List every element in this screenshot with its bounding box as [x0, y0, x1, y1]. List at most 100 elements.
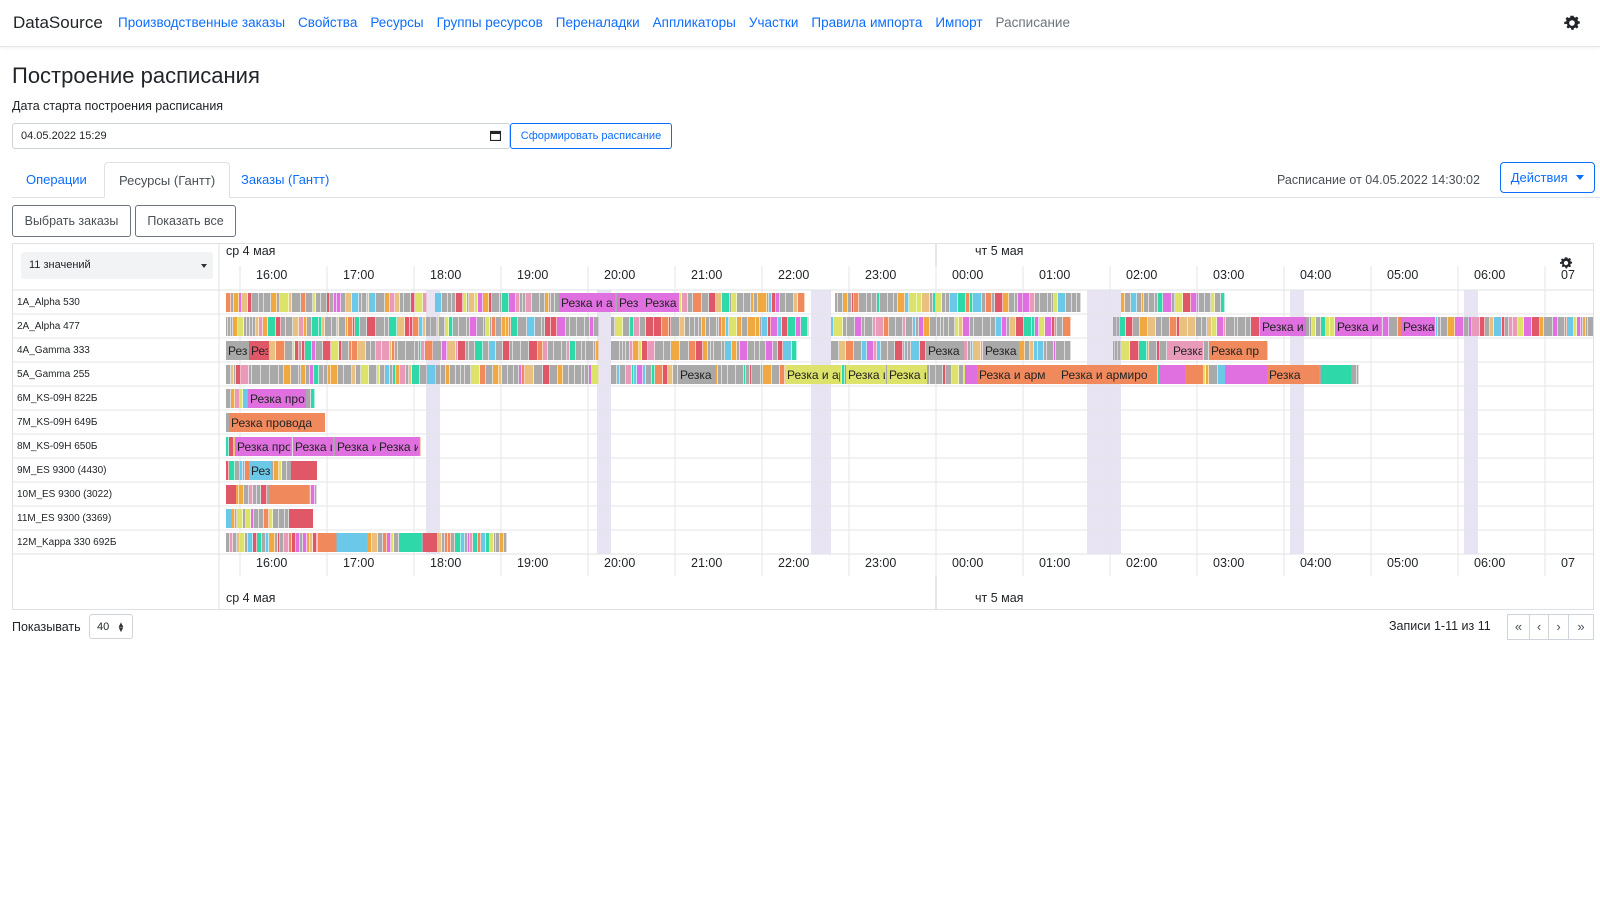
task-bar	[780, 365, 785, 384]
task-bar	[230, 533, 233, 552]
gear-icon[interactable]	[1563, 14, 1581, 32]
tab-resources-gantt[interactable]: Ресурсы (Гантт)	[104, 162, 231, 198]
task-bar	[567, 341, 570, 360]
task-bar	[690, 317, 695, 336]
task-bar	[842, 365, 845, 384]
generate-schedule-button[interactable]: Сформировать расписание	[510, 123, 672, 149]
nav-link-schedule[interactable]: Расписание	[995, 15, 1070, 30]
task-bar	[773, 341, 778, 360]
nav-link-orders[interactable]: Производственные заказы	[118, 15, 286, 30]
named-task-bar: Резка и	[887, 365, 927, 384]
select-orders-button[interactable]: Выбрать заказы	[12, 205, 131, 237]
task-bar	[236, 365, 241, 384]
nav-link-resources[interactable]: Ресурсы	[370, 15, 424, 30]
task-bar	[577, 317, 585, 336]
task-bar	[1577, 317, 1581, 336]
task-bar	[1509, 317, 1513, 336]
resource-row-label: 1A_Alpha 530	[17, 297, 80, 308]
task-bar	[788, 317, 796, 336]
resource-filter-select[interactable]: 11 значений	[21, 252, 213, 279]
hour-label-top: 16:00	[256, 268, 288, 282]
gantt-area: 11 значений ср 4 мая чт 5 мая ср 4 мая ч…	[13, 244, 1593, 609]
calendar-icon[interactable]	[490, 130, 501, 141]
pager-next-button[interactable]: ›	[1548, 614, 1569, 640]
task-bar	[763, 365, 772, 384]
task-bar	[284, 365, 291, 384]
tab-operations[interactable]: Операции	[26, 172, 87, 187]
task-bar	[392, 341, 395, 360]
task-bar	[867, 341, 874, 360]
task-bar	[261, 485, 267, 504]
task-bar	[278, 533, 280, 552]
pager-first-button[interactable]: «	[1507, 614, 1530, 640]
task-label: Резка и арм	[979, 368, 1046, 382]
nav-link-resource-groups[interactable]: Группы ресурсов	[436, 15, 543, 30]
task-bar	[449, 317, 453, 336]
task-bar	[246, 509, 251, 528]
brand[interactable]: DataSource	[13, 13, 103, 32]
task-bar	[751, 293, 754, 312]
hour-label-bottom: 16:00	[256, 556, 288, 570]
task-bar	[319, 365, 324, 384]
task-bar	[689, 341, 696, 360]
actions-dropdown-button[interactable]: Действия	[1500, 162, 1595, 193]
task-bar	[1117, 317, 1120, 336]
pager-prev-button[interactable]: ‹	[1529, 614, 1549, 640]
pager-last-button[interactable]: »	[1568, 614, 1594, 640]
task-bar	[445, 533, 448, 552]
task-bar	[913, 317, 916, 336]
task-bar	[1052, 317, 1055, 336]
task-bar	[922, 293, 930, 312]
nav-link-import-rules[interactable]: Правила импорта	[811, 15, 923, 30]
nav-link-applicators[interactable]: Аппликаторы	[652, 15, 736, 30]
task-bar	[490, 533, 494, 552]
start-date-input[interactable]: 04.05.2022 15:29	[12, 123, 510, 149]
hour-label-bottom: 04:00	[1300, 556, 1332, 570]
task-label: Резка	[1269, 368, 1301, 382]
task-bar	[231, 389, 235, 408]
task-bar	[477, 317, 484, 336]
task-bar	[274, 461, 279, 480]
task-bar	[557, 317, 566, 336]
hour-label-top: 23:00	[865, 268, 897, 282]
nav-link-properties[interactable]: Свойства	[298, 15, 358, 30]
task-bar	[391, 533, 394, 552]
task-bar	[261, 365, 270, 384]
task-bar	[611, 365, 617, 384]
task-bar	[295, 341, 299, 360]
task-bar	[471, 365, 480, 384]
tab-orders-gantt[interactable]: Заказы (Гантт)	[241, 172, 330, 187]
task-bar	[423, 293, 427, 312]
task-bar	[433, 341, 442, 360]
task-bar	[395, 293, 400, 312]
task-bar	[1139, 341, 1147, 360]
task-bar	[324, 365, 328, 384]
gantt-settings-icon[interactable]	[1559, 256, 1573, 270]
task-bar	[732, 341, 737, 360]
page-size-select[interactable]: 40	[89, 614, 133, 639]
task-bar	[500, 293, 502, 312]
task-bar	[637, 365, 643, 384]
show-all-button[interactable]: Показать все	[135, 205, 236, 237]
nav-link-import[interactable]: Импорт	[935, 15, 983, 30]
hour-label-bottom: 19:00	[517, 556, 549, 570]
task-bar	[240, 461, 243, 480]
task-bar	[617, 365, 620, 384]
task-bar	[240, 533, 245, 552]
task-bar	[423, 533, 437, 552]
nav-link-changeovers[interactable]: Переналадки	[555, 15, 640, 30]
task-bar	[1389, 317, 1398, 336]
task-bar	[794, 293, 798, 312]
task-bar	[937, 317, 941, 336]
hour-label-bottom: 05:00	[1387, 556, 1419, 570]
task-bar	[334, 293, 337, 312]
task-bar	[510, 341, 513, 360]
task-bar	[412, 365, 420, 384]
task-bar	[778, 341, 783, 360]
task-bar	[1513, 317, 1518, 336]
nav-link-areas[interactable]: Участки	[748, 15, 799, 30]
task-bar	[709, 293, 716, 312]
task-bar	[376, 317, 385, 336]
task-bar	[289, 509, 313, 528]
task-bar	[226, 413, 230, 432]
